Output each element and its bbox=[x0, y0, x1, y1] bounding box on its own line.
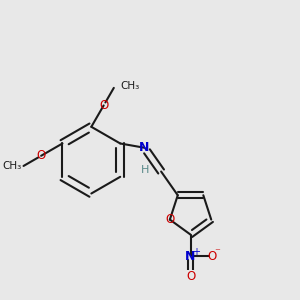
Text: O: O bbox=[37, 149, 46, 162]
Text: O: O bbox=[165, 213, 175, 226]
Text: O: O bbox=[186, 270, 195, 283]
Text: CH₃: CH₃ bbox=[3, 161, 22, 171]
Text: H: H bbox=[141, 165, 149, 175]
Text: O: O bbox=[208, 250, 217, 263]
Text: +: + bbox=[192, 247, 200, 257]
Text: N: N bbox=[185, 250, 196, 263]
Text: CH₃: CH₃ bbox=[120, 81, 140, 92]
Text: ⁻: ⁻ bbox=[214, 247, 220, 257]
Text: N: N bbox=[139, 141, 150, 154]
Text: O: O bbox=[99, 99, 108, 112]
